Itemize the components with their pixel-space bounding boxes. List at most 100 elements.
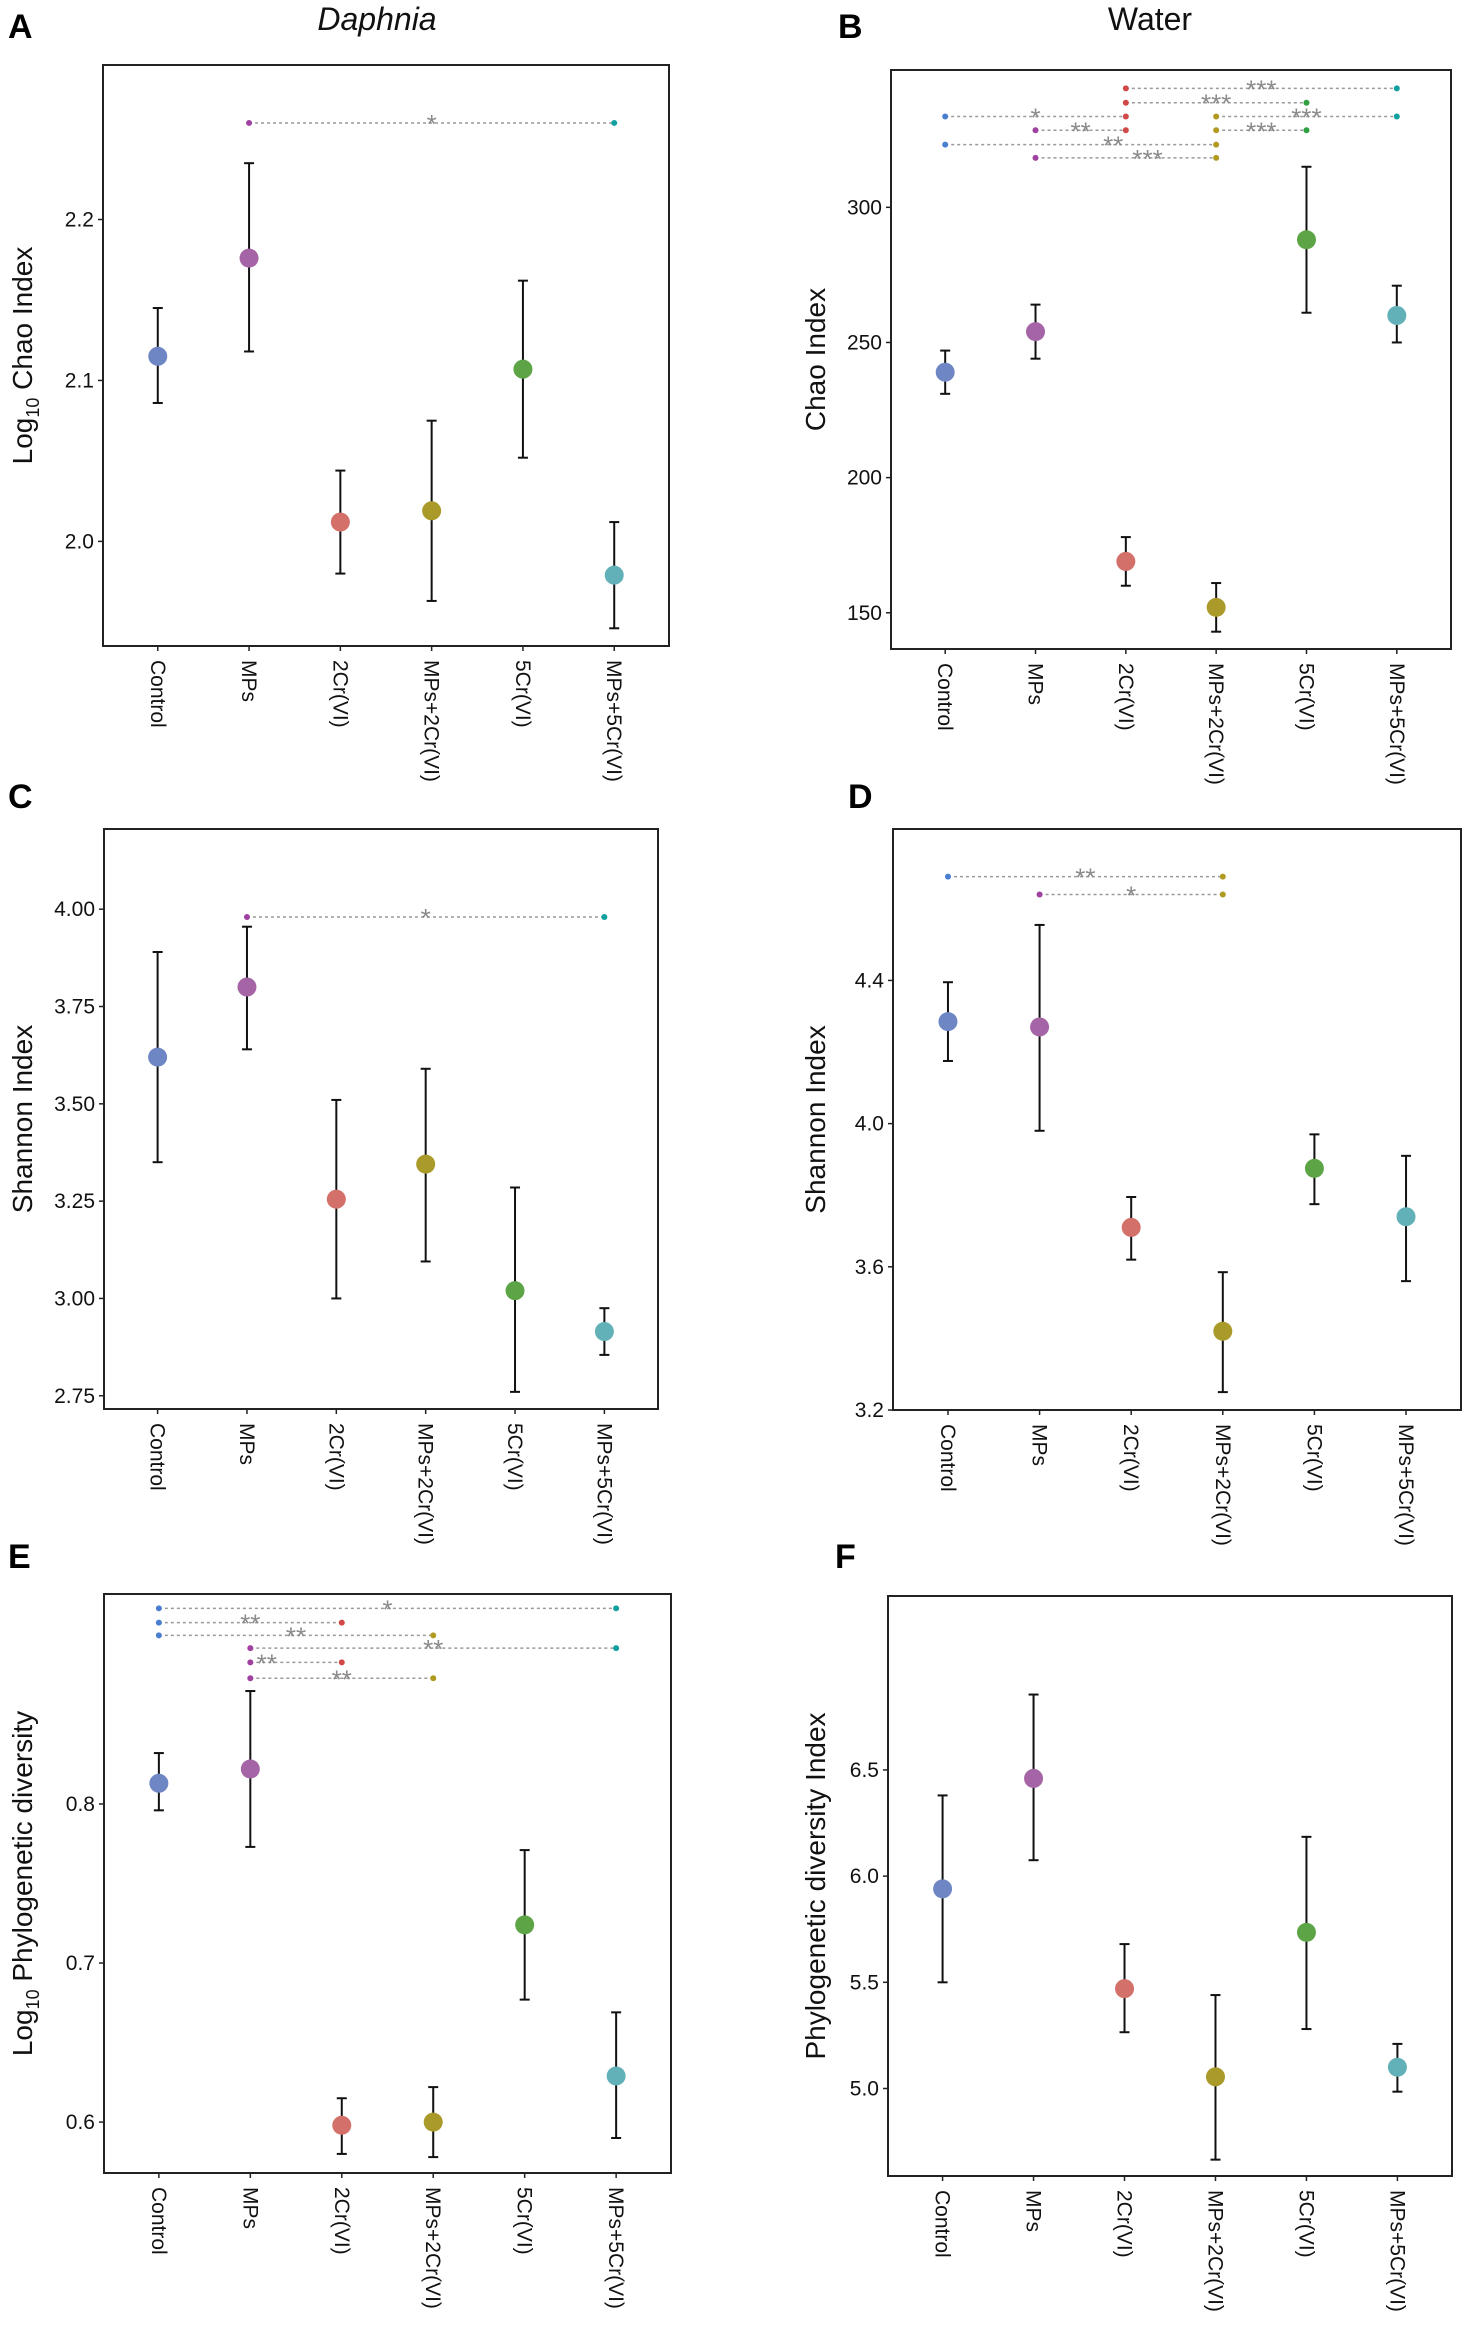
x-tick-label: MPs+5Cr(VI) (592, 1423, 615, 1545)
significance-label: *** (1246, 74, 1276, 104)
y-tick-label: 0.8 (66, 1793, 95, 1816)
y-tick-label: 2.0 (65, 530, 94, 553)
panel-letter-c: C (8, 778, 33, 816)
panel-e: 0.6 0.7 0.8 Log10 Phylogenetic diversity Con… (7, 1593, 672, 2309)
y-axis-label-prefix: Log (7, 2009, 38, 2056)
x-tick-label: Control (931, 2190, 954, 2258)
significance-endpoint (1122, 113, 1129, 120)
x-tick-label: MPs+2Cr(VI) (1203, 2190, 1226, 2312)
significance-endpoint (1122, 85, 1129, 92)
x-tick-label: MPs (1024, 663, 1047, 705)
y-axis-label-subscript: 10 (23, 1989, 43, 2009)
plot-frame (103, 828, 659, 1410)
significance-label: ** (423, 1634, 443, 1664)
y-axis-label: Shannon Index (7, 1025, 38, 1213)
data-point-mps (240, 1759, 260, 1779)
y-tick-label: 5.0 (850, 2078, 879, 2101)
data-point-mps-2cr-vi (1205, 2067, 1225, 2087)
y-tick-label: 150 (847, 602, 882, 625)
y-axis-label: Shannon Index (800, 1025, 831, 1213)
x-tick-label: 2Cr(VI) (1119, 1424, 1142, 1492)
significance-endpoint (247, 1675, 254, 1682)
y-tick-label: 4.0 (855, 1113, 884, 1136)
x-tick-label: MPs+5Cr(VI) (604, 2187, 627, 2309)
data-point-control (149, 1773, 169, 1793)
y-tick-label: 3.50 (54, 1093, 95, 1116)
significance-endpoint (155, 1619, 162, 1626)
significance-endpoint (430, 1632, 437, 1639)
data-point-2cr-vi (1121, 1217, 1141, 1237)
x-tick-label: 5Cr(VI) (1294, 663, 1317, 731)
data-point-2cr-vi (332, 2115, 352, 2135)
y-axis-label-rest: Chao Index (7, 247, 38, 398)
data-point-mps-2cr-vi (1206, 597, 1226, 617)
significance-endpoint (1213, 113, 1220, 120)
significance-endpoint (247, 1659, 254, 1666)
panel-f: 5.0 5.5 6.0 6.5 Phylogenetic diversity Index… (800, 1595, 1453, 2312)
significance-endpoint (338, 1619, 345, 1626)
significance-endpoint (338, 1659, 345, 1666)
significance-label: * (1030, 102, 1040, 132)
y-tick-label: 4.00 (54, 898, 95, 921)
y-axis-label: Phylogenetic diversity Index (800, 1712, 831, 2059)
x-tick-label: 5Cr(VI) (513, 2187, 536, 2255)
title-water: Water (1108, 1, 1193, 37)
significance-label: *** (1246, 116, 1276, 146)
significance-endpoint (1303, 99, 1310, 106)
y-tick-label: 4.4 (855, 969, 885, 992)
significance-endpoint (1303, 127, 1310, 134)
x-tick-label: MPs+2Cr(VI) (1211, 1424, 1234, 1546)
x-tick-label: Control (936, 1424, 959, 1492)
plot-frame (887, 1595, 1453, 2177)
y-tick-label: 2.2 (65, 209, 94, 232)
x-tick-label: MPs+2Cr(VI) (420, 660, 443, 782)
significance-endpoint (1393, 113, 1400, 120)
significance-endpoint (944, 873, 951, 880)
data-point-5cr-vi (1304, 1158, 1324, 1178)
data-point-mps (1030, 1017, 1050, 1037)
y-axis-label: Chao Index (800, 288, 831, 431)
x-tick-label: 2Cr(VI) (324, 1423, 347, 1491)
significance-endpoint (1219, 873, 1226, 880)
significance-endpoint (942, 113, 949, 120)
data-point-mps-5cr-vi (606, 2066, 626, 2086)
x-tick-label: MPs+5Cr(VI) (1385, 2190, 1408, 2312)
data-point-control (148, 346, 168, 366)
x-tick-label: Control (146, 1423, 169, 1491)
y-tick-label: 3.6 (855, 1256, 884, 1279)
panel-letter-f: F (835, 1538, 856, 1576)
title-daphnia: Daphnia (317, 1, 436, 37)
y-axis-label-prefix: Log (7, 418, 38, 465)
y-axis-label-subscript: 10 (23, 398, 43, 418)
significance-label: ** (240, 1609, 260, 1639)
y-tick-label: 3.00 (54, 1287, 95, 1310)
data-point-5cr-vi (513, 359, 533, 379)
plot-frame (103, 1593, 672, 2174)
plot-frame (892, 828, 1462, 1411)
panel-letter-d: D (848, 778, 873, 816)
significance-endpoint (155, 1632, 162, 1639)
significance-endpoint (247, 1645, 254, 1652)
x-tick-label: MPs+5Cr(VI) (602, 660, 625, 782)
data-point-2cr-vi (1116, 551, 1136, 571)
y-axis-label-rest: Phylogenetic diversity (7, 1711, 38, 1990)
y-tick-label: 2.75 (54, 1385, 95, 1408)
y-tick-label: 6.5 (850, 1759, 879, 1782)
panel-letter-e: E (8, 1538, 31, 1576)
x-tick-label: Control (147, 2187, 170, 2255)
x-tick-label: MPs (1022, 2190, 1045, 2232)
x-tick-label: MPs+2Cr(VI) (414, 1423, 437, 1545)
significance-endpoint (1032, 154, 1039, 161)
x-tick-label: MPs+5Cr(VI) (1394, 1424, 1417, 1546)
x-tick-label: MPs (1028, 1424, 1051, 1466)
data-point-5cr-vi (505, 1281, 525, 1301)
panel-letter-a: A (8, 8, 33, 46)
data-point-mps-2cr-vi (422, 501, 442, 521)
significance-label: * (1126, 881, 1136, 911)
y-tick-label: 2.1 (65, 369, 94, 392)
panel-b: 150 200 250 300 Chao Index Control MPs 2Cr(VI) M… (800, 69, 1452, 785)
data-point-control (935, 362, 955, 382)
significance-endpoint (1122, 99, 1129, 106)
significance-endpoint (611, 119, 618, 126)
